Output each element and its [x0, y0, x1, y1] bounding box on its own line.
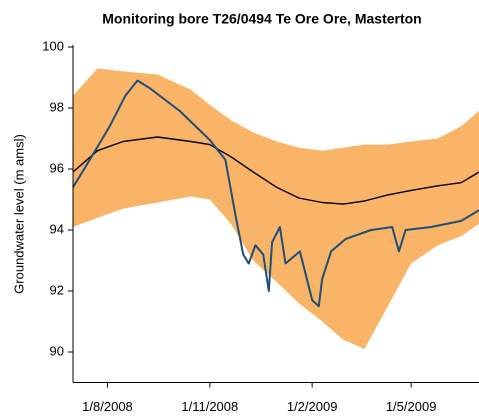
series-line — [72, 79, 479, 308]
y-tick-label: 90 — [50, 343, 64, 358]
y-axis-label: Groundwater level (m amsl) — [11, 134, 26, 294]
series-line — [72, 136, 479, 205]
x-tick-label: 1/5/2009 — [386, 399, 437, 414]
y-tick-label: 100 — [42, 38, 64, 53]
x-tick-label: 1/2/2009 — [287, 399, 338, 414]
range-band — [73, 68, 479, 350]
x-tick-label: 1/8/2008 — [82, 399, 133, 414]
y-tick-label: 98 — [50, 99, 64, 114]
y-tick-label: 94 — [50, 221, 64, 236]
x-tick-label: 1/11/2008 — [181, 399, 238, 414]
chart-title: Monitoring bore T26/0494 Te Ore Ore, Mas… — [102, 11, 421, 27]
y-tick-label: 96 — [50, 160, 64, 175]
y-tick-label: 92 — [50, 282, 64, 297]
